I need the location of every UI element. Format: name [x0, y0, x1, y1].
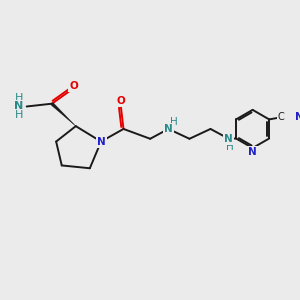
Text: N: N	[164, 124, 173, 134]
Text: N: N	[248, 147, 257, 157]
Polygon shape	[51, 103, 76, 126]
Text: N: N	[224, 134, 233, 144]
Text: N: N	[296, 112, 300, 122]
Text: O: O	[69, 81, 78, 91]
Text: N: N	[97, 136, 105, 147]
Text: C: C	[278, 112, 285, 122]
Text: H: H	[15, 92, 23, 103]
Text: H: H	[169, 117, 177, 127]
Text: H: H	[15, 110, 23, 121]
Text: N: N	[14, 101, 23, 112]
Text: H: H	[226, 142, 234, 152]
Text: O: O	[116, 96, 125, 106]
